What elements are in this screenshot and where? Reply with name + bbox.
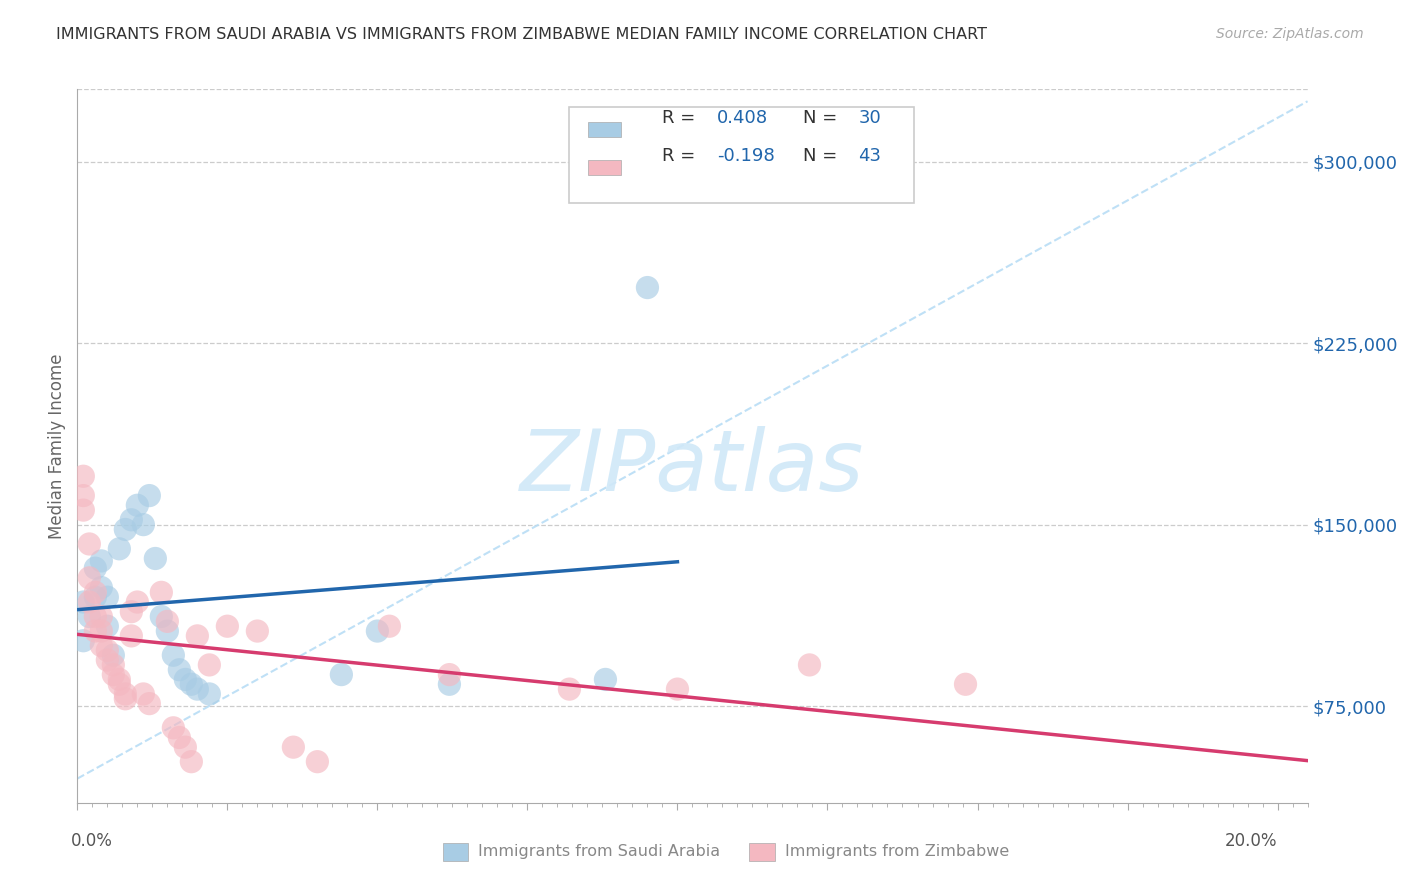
FancyBboxPatch shape xyxy=(569,107,914,203)
Point xyxy=(439,677,461,691)
Point xyxy=(162,721,184,735)
Point xyxy=(79,571,101,585)
Text: N =: N = xyxy=(803,109,844,127)
Point xyxy=(162,648,184,663)
Point xyxy=(90,581,112,595)
Point xyxy=(180,755,202,769)
Text: 20.0%: 20.0% xyxy=(1225,832,1278,850)
Point xyxy=(378,619,401,633)
Point xyxy=(90,609,112,624)
Point xyxy=(72,489,94,503)
Text: R =: R = xyxy=(662,109,700,127)
Point xyxy=(96,619,118,633)
Point xyxy=(84,585,107,599)
Point xyxy=(132,687,155,701)
Point xyxy=(127,595,149,609)
Point xyxy=(120,513,142,527)
Point xyxy=(84,561,107,575)
Point xyxy=(150,609,173,624)
Point xyxy=(72,469,94,483)
Text: 43: 43 xyxy=(859,146,882,164)
Text: R =: R = xyxy=(662,146,700,164)
Text: 0.408: 0.408 xyxy=(717,109,768,127)
Point xyxy=(955,677,977,691)
Point xyxy=(84,609,107,624)
Point xyxy=(439,667,461,681)
Text: -0.198: -0.198 xyxy=(717,146,775,164)
Point xyxy=(138,697,160,711)
Point xyxy=(143,551,166,566)
Point xyxy=(114,523,136,537)
Point xyxy=(90,624,112,638)
Point xyxy=(180,677,202,691)
Point xyxy=(127,498,149,512)
Point xyxy=(186,629,208,643)
Point xyxy=(186,682,208,697)
Point xyxy=(96,643,118,657)
Point xyxy=(103,657,125,672)
Point xyxy=(217,619,239,633)
Point xyxy=(84,590,107,604)
Point xyxy=(96,653,118,667)
Point xyxy=(156,615,179,629)
Text: Immigrants from Saudi Arabia: Immigrants from Saudi Arabia xyxy=(478,845,720,859)
Y-axis label: Median Family Income: Median Family Income xyxy=(48,353,66,539)
Text: 30: 30 xyxy=(859,109,882,127)
Text: Immigrants from Zimbabwe: Immigrants from Zimbabwe xyxy=(785,845,1008,859)
Point xyxy=(666,682,689,697)
Point xyxy=(283,740,305,755)
Point xyxy=(150,585,173,599)
Point xyxy=(114,687,136,701)
Point xyxy=(79,537,101,551)
Point xyxy=(366,624,388,638)
Point xyxy=(114,691,136,706)
Point xyxy=(72,595,94,609)
FancyBboxPatch shape xyxy=(588,160,620,175)
Text: 0.0%: 0.0% xyxy=(72,832,114,850)
Point xyxy=(156,624,179,638)
Point xyxy=(79,595,101,609)
Point xyxy=(198,687,221,701)
Point xyxy=(132,517,155,532)
Point xyxy=(174,740,197,755)
Point xyxy=(307,755,329,769)
Text: N =: N = xyxy=(803,146,844,164)
Point xyxy=(96,590,118,604)
Point xyxy=(120,629,142,643)
Point xyxy=(138,489,160,503)
Point xyxy=(108,673,131,687)
Point xyxy=(72,633,94,648)
Text: Source: ZipAtlas.com: Source: ZipAtlas.com xyxy=(1216,27,1364,41)
Text: ZIPatlas: ZIPatlas xyxy=(520,425,865,509)
Point xyxy=(84,624,107,638)
Point xyxy=(120,605,142,619)
Point xyxy=(558,682,581,697)
Point xyxy=(169,731,191,745)
Point xyxy=(799,657,821,672)
Text: IMMIGRANTS FROM SAUDI ARABIA VS IMMIGRANTS FROM ZIMBABWE MEDIAN FAMILY INCOME CO: IMMIGRANTS FROM SAUDI ARABIA VS IMMIGRAN… xyxy=(56,27,987,42)
Point xyxy=(636,280,658,294)
Point xyxy=(108,677,131,691)
FancyBboxPatch shape xyxy=(588,122,620,137)
Point xyxy=(198,657,221,672)
Point xyxy=(90,554,112,568)
Point xyxy=(174,673,197,687)
Point xyxy=(246,624,269,638)
Point xyxy=(72,503,94,517)
Point xyxy=(103,667,125,681)
Point xyxy=(595,673,617,687)
Point xyxy=(90,639,112,653)
Point xyxy=(169,663,191,677)
Point xyxy=(108,541,131,556)
Point xyxy=(103,648,125,663)
Point xyxy=(330,667,353,681)
Point xyxy=(79,609,101,624)
